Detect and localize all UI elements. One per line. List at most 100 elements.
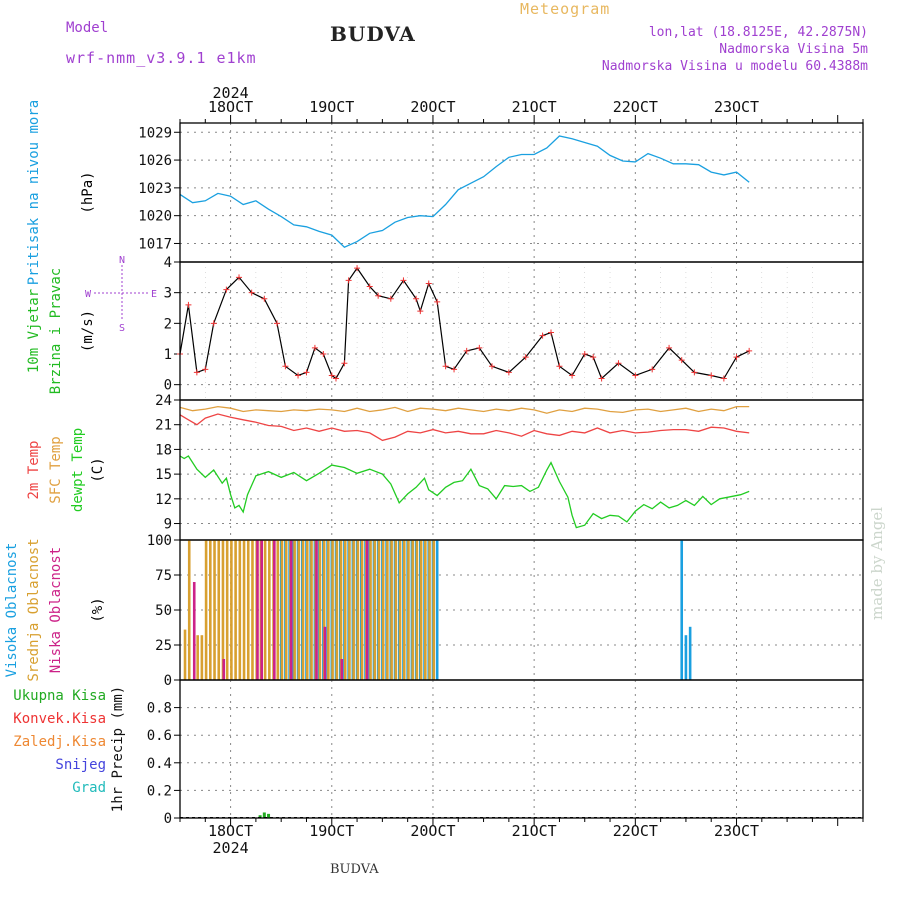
srednja-oblacnost-bar [407, 540, 410, 680]
srednja-oblacnost-bar [187, 540, 191, 680]
wind-speed-marker [375, 292, 382, 299]
srednja-oblacnost-bar [381, 540, 385, 680]
x-tick-label-top: 23OCT [714, 98, 759, 116]
x-tick-label-bottom: 19OCT [309, 822, 354, 840]
wind-axis-label: (m/s) [80, 310, 96, 352]
compass-w: W [85, 289, 92, 300]
watermark: made by Angel [868, 506, 886, 620]
y-tick-label: 24 [155, 393, 172, 409]
legend-grad: Grad [72, 780, 106, 796]
year-label-bottom: 2024 [213, 839, 249, 857]
srednja-oblacnost-bar [356, 540, 360, 680]
wind-speed-marker [320, 351, 327, 357]
wind-panel: 0 1 2 3 4 10m Vjetar Brzina i Pravac (m/s) N E S W [26, 255, 864, 401]
wind-speed-marker [434, 298, 441, 305]
legend-konvek-kisa: Konvek.Kisa [13, 711, 106, 727]
wind-speed-marker [354, 265, 361, 272]
y-tick-label: 0 [164, 673, 172, 689]
srednja-oblacnost-bar [230, 540, 233, 680]
y-tick-label: 3 [164, 286, 172, 302]
precip-axis-label: 1hr Precip (mm) [110, 686, 126, 812]
x-tick-label-bottom: 18OCT [208, 822, 253, 840]
wind-speed-marker [366, 283, 373, 290]
srednja-oblacnost-bar [301, 540, 305, 680]
srednja-oblacnost-bar [402, 540, 406, 680]
ukupna-kisa-bar [258, 815, 262, 818]
wind-speed-marker [202, 366, 209, 373]
clouds-axis-label: Srednja Oblacnost [26, 538, 42, 681]
wind-speed-marker [590, 354, 597, 361]
y-tick-label: 1017 [138, 236, 172, 252]
srednja-oblacnost-bar [322, 540, 326, 680]
footer-station: BUDVA [330, 862, 379, 877]
wind-speed-marker [311, 344, 318, 351]
srednja-oblacnost-bar [432, 540, 436, 680]
srednja-oblacnost-bar [284, 540, 288, 680]
speed-line [179, 267, 750, 380]
visoka-oblacnost-bar [435, 540, 439, 680]
x-tick-label-top: 18OCT [208, 98, 253, 116]
compass-e: E [151, 289, 157, 300]
srednja-oblacnost-bar [268, 540, 271, 680]
wind-speed-marker [463, 347, 470, 354]
y-tick-label: 1 [164, 347, 172, 363]
srednja-oblacnost-bar [419, 540, 423, 680]
clouds-panel: 0 25 50 75 100 Visoka Oblacnost Srednja Oblacn… [4, 533, 864, 689]
lonlat-label: lon,lat (18.8125E, 42.2875N) [648, 25, 868, 40]
srednja-oblacnost-bar [200, 635, 204, 680]
year-label-top: 2024 [213, 84, 249, 102]
srednja-oblacnost-bar [310, 540, 313, 680]
srednja-oblacnost-bar [213, 540, 216, 680]
srednja-oblacnost-bar [217, 540, 221, 680]
srednja-oblacnost-bar [343, 540, 347, 680]
y-tick-label: 2 [164, 316, 172, 332]
srednja-oblacnost-bar [394, 540, 398, 680]
wind-speed-marker [303, 369, 310, 376]
wind-speed-marker [581, 351, 588, 357]
y-tick-label: 18 [155, 442, 172, 458]
ukupna-kisa-bar [262, 812, 266, 818]
srednja-oblacnost-bar [390, 540, 393, 680]
y-tick-label: 0.8 [147, 701, 172, 717]
srednja-oblacnost-bar [293, 540, 296, 680]
wind-speed-marker [476, 344, 483, 351]
srednja-oblacnost-bar [348, 540, 351, 680]
y-tick-label: 25 [155, 638, 172, 654]
y-tick-label: 0 [164, 378, 172, 394]
x-tick-label-top: 22OCT [613, 98, 658, 116]
niska-oblacnost-bar [256, 540, 259, 680]
y-tick-label: 100 [147, 533, 172, 549]
2m-temp-line [179, 413, 750, 442]
wind-speed-marker [185, 301, 192, 308]
wind-frame [179, 261, 864, 401]
y-tick-label: 12 [155, 492, 172, 508]
altitude-label: Nadmorska Visina 5m [719, 42, 868, 57]
y-tick-label: 1029 [138, 125, 172, 141]
pressure-panel: 1017 1020 1023 1026 1029 Pritisak na nivou mo… [26, 100, 864, 285]
wind-speed-marker [451, 366, 458, 373]
niska-oblacnost-bar [323, 626, 327, 680]
srednja-oblacnost-bar [263, 540, 267, 680]
wind-speed-marker [328, 372, 335, 379]
wind-speed-marker [417, 308, 424, 315]
srednja-oblacnost-bar [234, 540, 237, 680]
srednja-oblacnost-bar [209, 540, 212, 680]
clouds-axis-label: (%) [90, 597, 106, 622]
pressure-axis-label: (hPa) [80, 171, 96, 213]
y-tick-label: 1020 [138, 209, 172, 225]
srednja-oblacnost-bar [369, 540, 372, 680]
niska-oblacnost-bar [273, 540, 276, 680]
wind-speed-marker [210, 320, 217, 327]
y-tick-label: 75 [155, 568, 172, 584]
srednja-oblacnost-bar [398, 540, 402, 680]
precip-frame [179, 679, 864, 819]
clouds-axis-label: Visoka Oblacnost [4, 543, 20, 678]
legend-snijeg: Snijeg [55, 757, 106, 773]
compass-n: N [119, 255, 125, 266]
wind-speed-marker [649, 366, 656, 373]
y-tick-label: 1026 [138, 153, 172, 169]
wind-speed-marker [193, 369, 200, 376]
x-tick-label-top: 20OCT [410, 98, 455, 116]
wind-speed-marker [332, 375, 339, 382]
